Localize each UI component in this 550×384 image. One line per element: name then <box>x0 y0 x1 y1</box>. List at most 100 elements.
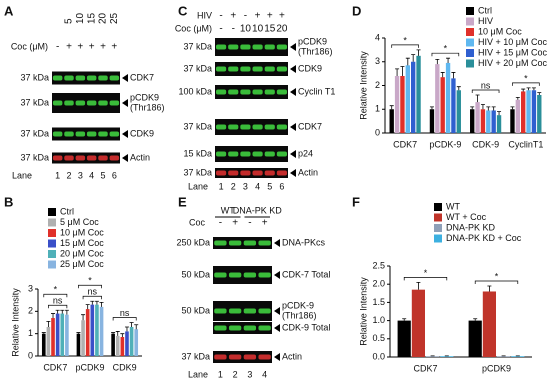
lane-number: 3 <box>78 170 83 180</box>
y-tick-label: 0.0 <box>372 351 385 361</box>
band-arrow <box>290 65 296 73</box>
lane-header: 20 <box>98 12 109 24</box>
blot-band <box>252 66 263 72</box>
error-bar <box>55 309 60 314</box>
lane-number: 5 <box>100 170 105 180</box>
sig-label: * <box>88 276 92 286</box>
blot-band <box>258 240 271 246</box>
band-arrow <box>274 271 280 279</box>
lane-header: + <box>77 42 83 53</box>
blot-band <box>258 308 271 314</box>
error-bar <box>435 58 440 65</box>
lane-header: 10 <box>240 24 252 35</box>
bar <box>95 304 99 356</box>
bar <box>85 309 90 356</box>
legend-swatch <box>466 49 474 57</box>
band-label: CDK9 <box>298 63 322 73</box>
band-label: CDK-9 Total <box>282 322 330 332</box>
panel-letter: B <box>4 194 13 209</box>
blot-band <box>276 151 288 157</box>
band-label: Actin <box>282 351 302 361</box>
error-bar <box>480 104 485 110</box>
blot-band <box>228 66 239 72</box>
x-tick-label: CDK-9 <box>472 139 499 149</box>
blot-band <box>258 325 271 331</box>
lane-number: 3 <box>243 181 248 191</box>
sig-label: * <box>424 268 428 278</box>
blot-strip <box>213 266 272 284</box>
bar <box>426 356 440 357</box>
blot-band <box>75 100 86 106</box>
blot-band <box>75 131 86 137</box>
blot-strip <box>215 62 288 76</box>
sig-label: ns <box>53 296 63 306</box>
blot-band <box>243 354 257 360</box>
legend-label: HIV + 10 μM Coc <box>478 37 547 47</box>
lane-header: - <box>232 24 235 35</box>
sig-bracket <box>474 280 519 285</box>
blot-strip <box>215 38 288 56</box>
bar <box>405 65 410 133</box>
blot-band <box>52 100 63 106</box>
bar <box>41 333 46 356</box>
error-bar <box>470 106 475 110</box>
blot-band <box>240 124 251 130</box>
blot-band <box>264 151 275 157</box>
y-tick-label: 0 <box>28 350 33 360</box>
blot-band <box>228 354 242 360</box>
x-tick-label: CDK7 <box>393 139 417 149</box>
y-tick-label: 0 <box>375 127 380 137</box>
bar <box>416 55 421 133</box>
lane-header: + <box>66 42 72 53</box>
bar <box>400 76 405 133</box>
y-tick-label: 1 <box>28 328 33 338</box>
blot-band <box>276 44 288 50</box>
band-label: Actin <box>130 152 150 162</box>
band-arrow <box>290 150 296 158</box>
band-label: (Thr186) <box>298 46 333 56</box>
blot-band <box>252 124 263 130</box>
bar <box>491 110 496 133</box>
legend-label: WT + Coc <box>446 212 487 222</box>
lane-number: 1 <box>218 369 223 379</box>
y-tick-label: 3 <box>28 283 33 293</box>
legend-label: 10 μM Coc <box>478 26 522 36</box>
sig-label: * <box>524 73 528 83</box>
lane-header: + <box>89 42 95 53</box>
kda-label: 37 kDa <box>181 351 210 361</box>
legend-label: WT <box>446 201 460 211</box>
kda-label: 37 kDa <box>20 72 49 82</box>
error-bar <box>51 313 56 319</box>
kda-label: 250 kDa <box>176 237 210 247</box>
blot-band <box>215 151 227 157</box>
blot-band <box>215 66 227 72</box>
error-bar <box>537 92 542 95</box>
band-label: CDK7 <box>130 72 154 82</box>
blot-band <box>214 308 227 314</box>
band-label: Cyclin T1 <box>298 86 335 96</box>
panel-letter: F <box>352 194 360 209</box>
sig-bracket <box>431 52 460 57</box>
blot-band <box>215 44 227 50</box>
panel-letter: D <box>352 3 361 18</box>
error-bar <box>456 86 461 91</box>
bar <box>111 333 115 356</box>
lane-number: 2 <box>231 181 236 191</box>
x-tick-label: CDK9 <box>113 362 137 372</box>
kda-label: 37 kDa <box>20 128 49 138</box>
blot-band <box>215 89 227 95</box>
y-tick-label: 4 <box>375 32 380 42</box>
band-arrow <box>274 324 280 332</box>
sig-label: * <box>495 271 499 281</box>
blot-band <box>240 89 251 95</box>
blot-strip <box>213 237 272 249</box>
blot-band <box>214 325 227 331</box>
bar <box>496 115 502 133</box>
y-tick-label: 2.0 <box>372 279 385 289</box>
legend-swatch <box>466 28 474 36</box>
blot-band <box>64 155 74 161</box>
lane-number: 5 <box>267 181 272 191</box>
y-tick-label: 0.5 <box>372 333 385 343</box>
blot-band <box>64 131 74 137</box>
x-tick-label: CyclinT1 <box>508 139 543 149</box>
